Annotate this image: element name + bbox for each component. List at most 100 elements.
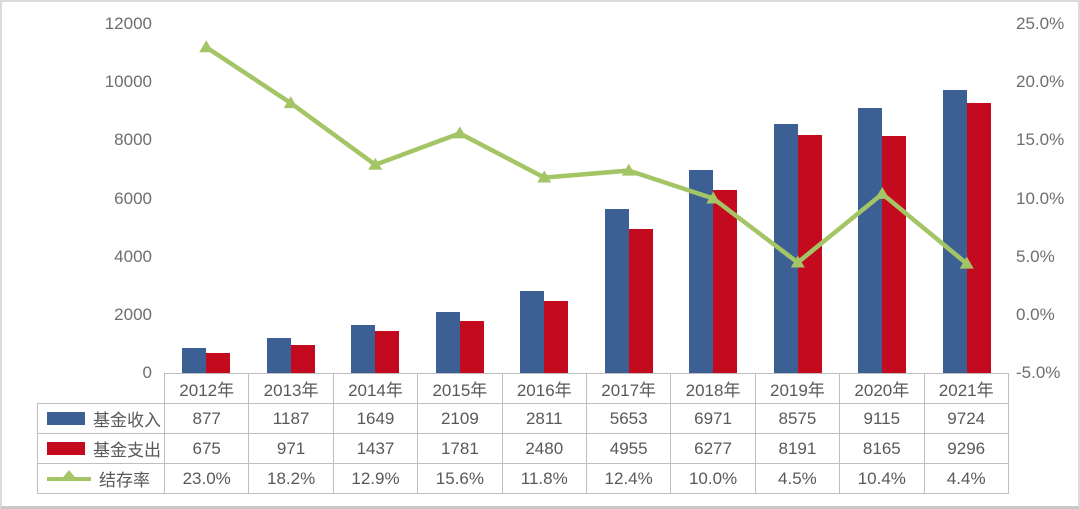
value-cell-retention-rate: 10.4% <box>839 463 925 494</box>
value-cell-fund-expenditure: 675 <box>163 433 250 464</box>
value-cell-fund-income: 877 <box>163 403 250 434</box>
category-label: 2013年 <box>248 373 334 404</box>
bar-fund-income-2019年 <box>773 123 798 373</box>
value-cell-fund-income: 1649 <box>332 403 419 434</box>
category-label: 2016年 <box>501 373 587 404</box>
value-cell-retention-rate: 23.0% <box>163 463 250 494</box>
value-cell-fund-expenditure: 1437 <box>332 433 419 464</box>
value-cell-retention-rate: 11.8% <box>501 463 587 494</box>
category-label: 2021年 <box>923 373 1009 404</box>
table-row-fund-income: 基金收入 877 1187 1649 2109 2811 5653 6971 8575 9115 9… <box>37 403 1009 434</box>
right-percent-axis: 25.0% 20.0% 15.0% 10.0% 5.0% 0.0% -5.0% <box>1016 2 1078 506</box>
value-cell-fund-expenditure: 971 <box>248 433 334 464</box>
bar-fund-income-2013年 <box>266 338 291 373</box>
left-axis-tick: 12000 <box>104 14 152 33</box>
value-cell-retention-rate: 10.0% <box>670 463 756 494</box>
value-cell-retention-rate: 4.4% <box>923 463 1009 494</box>
bar-fund-expenditure-2012年 <box>206 353 231 373</box>
legend-cell-fund-income: 基金收入 <box>37 403 165 434</box>
value-cell-fund-income: 1187 <box>248 403 334 434</box>
retention-rate-line <box>205 45 969 266</box>
plot-area <box>164 24 1009 373</box>
table-corner-cell <box>38 374 165 404</box>
bar-fund-income-2021年 <box>942 90 967 373</box>
bar-fund-income-2016年 <box>520 291 545 373</box>
value-cell-fund-expenditure: 2480 <box>501 433 587 464</box>
value-cell-fund-income: 9724 <box>923 403 1009 434</box>
bar-fund-expenditure-2015年 <box>459 321 484 373</box>
value-cell-fund-income: 2109 <box>417 403 503 434</box>
legend-swatch-fund-income <box>47 412 85 425</box>
chart-data-table: 2012年 2013年 2014年 2015年 2016年 2017年 2018年 2019年… <box>37 373 1009 494</box>
line-marker-triangle-2013年 <box>283 96 298 109</box>
right-axis-tick: 5.0% <box>1016 246 1055 266</box>
legend-line-marker-retention-rate <box>47 470 91 485</box>
right-axis-tick: 20.0% <box>1016 72 1065 92</box>
bar-fund-expenditure-2016年 <box>544 300 569 373</box>
left-axis-tick: 4000 <box>114 246 152 266</box>
legend-triangle-icon <box>60 470 78 481</box>
value-cell-retention-rate: 18.2% <box>248 463 334 494</box>
legend-cell-retention-rate: 结存率 <box>37 463 165 494</box>
right-axis-tick: -5.0% <box>1016 363 1061 382</box>
left-value-axis: 12000 10000 8000 6000 4000 2000 0 <box>2 2 152 506</box>
category-label: 2014年 <box>332 373 419 404</box>
bar-fund-expenditure-2013年 <box>290 344 315 373</box>
right-axis-tick: 0.0% <box>1016 304 1055 324</box>
bar-fund-income-2018年 <box>689 170 714 373</box>
value-cell-retention-rate: 15.6% <box>417 463 503 494</box>
value-cell-fund-expenditure: 1781 <box>417 433 503 464</box>
line-marker-triangle-2016年 <box>537 170 552 183</box>
value-cell-fund-income: 9115 <box>839 403 925 434</box>
left-axis-tick: 2000 <box>114 304 152 324</box>
value-cell-fund-expenditure: 6277 <box>670 433 756 464</box>
legend-label-retention-rate: 结存率 <box>99 471 150 490</box>
right-axis-tick: 15.0% <box>1016 130 1065 150</box>
category-label: 2019年 <box>754 373 841 404</box>
bar-fund-income-2014年 <box>351 325 376 373</box>
bar-fund-expenditure-2020年 <box>882 135 907 373</box>
category-label: 2017年 <box>585 373 672 404</box>
legend-swatch-fund-expenditure <box>47 442 85 455</box>
line-marker-triangle-2012年 <box>199 40 214 53</box>
bar-fund-income-2015年 <box>435 311 460 373</box>
category-label: 2018年 <box>670 373 756 404</box>
legend-label-fund-expenditure: 基金支出 <box>93 441 161 460</box>
bar-fund-expenditure-2017年 <box>628 228 653 373</box>
data-table: 2012年 2013年 2014年 2015年 2016年 2017年 2018年 2019年… <box>37 373 1009 494</box>
value-cell-fund-expenditure: 4955 <box>585 433 672 464</box>
table-row-fund-expenditure: 基金支出 675 971 1437 1781 2480 4955 6277 8191 8165 92… <box>37 433 1009 464</box>
right-axis-tick: 10.0% <box>1016 188 1065 208</box>
value-cell-fund-income: 6971 <box>670 403 756 434</box>
legend-cell-fund-expenditure: 基金支出 <box>37 433 165 464</box>
right-axis-tick: 25.0% <box>1016 14 1065 33</box>
value-cell-fund-expenditure: 9296 <box>923 433 1009 464</box>
value-cell-fund-expenditure: 8191 <box>754 433 841 464</box>
bar-fund-expenditure-2018年 <box>713 190 738 373</box>
category-label: 2020年 <box>839 373 925 404</box>
bar-fund-expenditure-2021年 <box>966 102 991 373</box>
line-marker-triangle-2015年 <box>452 126 467 139</box>
category-label: 2015年 <box>417 373 503 404</box>
category-label: 2012年 <box>163 373 250 404</box>
value-cell-fund-expenditure: 8165 <box>839 433 925 464</box>
bar-fund-expenditure-2014年 <box>375 331 400 373</box>
bar-fund-expenditure-2019年 <box>797 134 822 373</box>
legend-label-fund-income: 基金收入 <box>93 411 161 430</box>
line-marker-triangle-2014年 <box>368 157 383 170</box>
value-cell-retention-rate: 12.4% <box>585 463 672 494</box>
value-cell-fund-income: 5653 <box>585 403 672 434</box>
value-cell-retention-rate: 4.5% <box>754 463 841 494</box>
bar-fund-income-2020年 <box>858 107 883 373</box>
left-axis-tick: 10000 <box>104 72 152 92</box>
table-row-retention-rate: 结存率 23.0% 18.2% 12.9% 15.6% 11.8% 12.4% 10.0% 4.… <box>37 463 1009 494</box>
bar-fund-income-2012年 <box>182 347 207 373</box>
value-cell-retention-rate: 12.9% <box>332 463 419 494</box>
value-cell-fund-income: 8575 <box>754 403 841 434</box>
left-axis-tick: 0 <box>142 363 152 382</box>
value-cell-fund-income: 2811 <box>501 403 587 434</box>
left-axis-tick: 6000 <box>114 188 152 208</box>
left-axis-tick: 8000 <box>114 130 152 150</box>
line-marker-triangle-2017年 <box>621 163 636 176</box>
